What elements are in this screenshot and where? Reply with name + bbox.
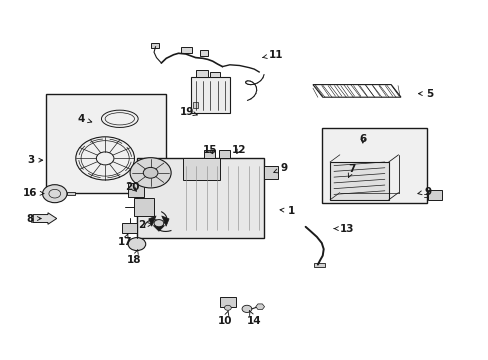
- Text: 15: 15: [203, 145, 217, 156]
- Bar: [313, 263, 324, 267]
- FancyArrowPatch shape: [153, 226, 164, 231]
- Bar: [204, 150, 215, 158]
- Text: 16: 16: [23, 188, 44, 198]
- Circle shape: [224, 305, 231, 310]
- Bar: [199, 50, 208, 56]
- Bar: [31, 215, 36, 222]
- Text: 4: 4: [78, 114, 92, 124]
- Bar: [183, 158, 220, 180]
- Circle shape: [42, 185, 67, 203]
- Circle shape: [143, 167, 158, 178]
- Text: 9: 9: [417, 186, 430, 197]
- Bar: [329, 162, 388, 200]
- FancyArrowPatch shape: [148, 216, 156, 226]
- Text: 17: 17: [117, 234, 132, 247]
- Bar: [46, 94, 166, 193]
- Bar: [220, 297, 235, 307]
- Bar: [210, 72, 220, 77]
- Bar: [219, 150, 229, 158]
- Bar: [150, 43, 159, 48]
- Text: 3: 3: [27, 155, 42, 165]
- Circle shape: [130, 158, 171, 188]
- Text: 7: 7: [347, 164, 355, 177]
- Bar: [128, 183, 143, 197]
- Text: 8: 8: [27, 213, 41, 224]
- Text: 13: 13: [333, 224, 354, 234]
- Bar: [190, 77, 229, 113]
- Polygon shape: [255, 304, 264, 310]
- Circle shape: [242, 305, 251, 312]
- Text: 10: 10: [217, 311, 232, 326]
- Text: 5: 5: [418, 89, 432, 99]
- Text: 14: 14: [246, 311, 261, 326]
- Bar: [137, 158, 264, 238]
- Bar: [181, 47, 191, 53]
- Text: 6: 6: [359, 134, 366, 144]
- Bar: [427, 190, 441, 200]
- Bar: [321, 128, 426, 203]
- Text: 1: 1: [280, 206, 294, 216]
- Text: 12: 12: [231, 145, 245, 156]
- Bar: [122, 223, 137, 233]
- FancyArrowPatch shape: [162, 216, 169, 226]
- Bar: [193, 102, 198, 108]
- Text: 19: 19: [179, 107, 197, 117]
- Text: 18: 18: [127, 249, 142, 265]
- Text: 9: 9: [273, 163, 286, 174]
- Bar: [195, 70, 207, 77]
- Text: 11: 11: [262, 50, 283, 60]
- Circle shape: [128, 238, 145, 251]
- Text: 2: 2: [138, 220, 151, 230]
- Bar: [264, 166, 277, 179]
- Circle shape: [154, 220, 163, 227]
- Bar: [66, 192, 75, 195]
- FancyArrow shape: [33, 213, 57, 224]
- Text: 20: 20: [124, 182, 139, 192]
- Bar: [134, 198, 154, 216]
